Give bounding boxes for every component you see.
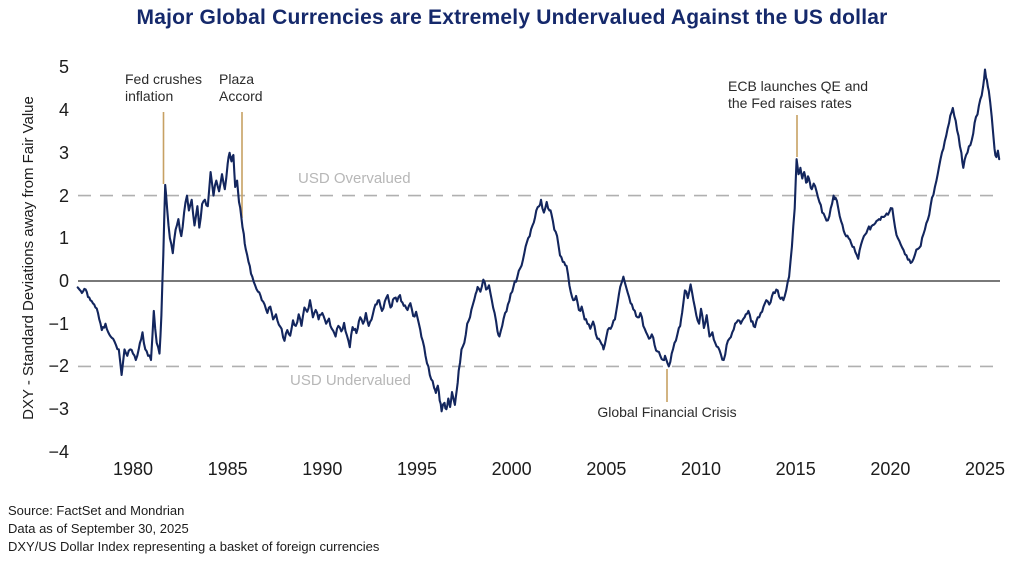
source-line: DXY/US Dollar Index representing a baske… (8, 539, 380, 554)
annotation-ecb-qe: ECB launches QE and the Fed raises rates (728, 78, 868, 112)
annotation-text-line: inflation (125, 88, 174, 104)
dxy-line (76, 68, 1001, 413)
x-tick-label: 2015 (775, 459, 816, 479)
source-line: Source: FactSet and Mondrian (8, 503, 185, 518)
annotation-text-line: Accord (219, 88, 263, 104)
x-tick-label: 2020 (870, 459, 911, 479)
x-tick-label: 2010 (680, 459, 722, 479)
usd-undervalued-label: USD Undervalued (290, 372, 411, 389)
y-tick-label: −2 (48, 356, 69, 377)
y-tick-label: −3 (48, 399, 69, 420)
y-tick-label: −1 (48, 313, 69, 334)
x-tick-label: 2000 (491, 459, 532, 479)
x-tick-label: 1995 (396, 459, 438, 479)
y-tick-label: 2 (58, 185, 69, 206)
annotation-text-line: ECB launches QE and (728, 78, 869, 94)
annotation-global-financial-crisis: Global Financial Crisis (597, 404, 736, 421)
annotation-text-line: the Fed raises rates (728, 95, 852, 111)
x-tick-label: 2005 (586, 459, 627, 479)
x-tick-label: 1990 (302, 459, 343, 479)
x-tick-label: 2025 (964, 459, 1006, 479)
x-tick-label: 1980 (112, 459, 154, 479)
annotation-fed-crushes-inflation: Fed crushes inflation (125, 71, 202, 105)
y-tick-label: 1 (58, 228, 69, 249)
y-tick-label: −4 (48, 441, 69, 462)
y-tick-label: 5 (58, 57, 69, 78)
x-tick-label: 1985 (207, 459, 248, 479)
usd-overvalued-label: USD Overvalued (298, 170, 411, 187)
annotation-text-line: Global Financial Crisis (597, 404, 737, 420)
source-note: Source: FactSet and Mondrian Data as of … (8, 502, 379, 556)
annotation-text-line: Fed crushes (125, 71, 203, 87)
chart-title: Major Global Currencies are Extremely Un… (136, 6, 888, 29)
y-tick-label: 0 (58, 271, 69, 291)
y-tick-label: 4 (58, 100, 69, 121)
y-tick-label: 3 (58, 142, 69, 163)
annotation-plaza-accord: Plaza Accord (219, 71, 263, 105)
annotation-text-line: Plaza (219, 71, 255, 87)
source-line: Data as of September 30, 2025 (8, 521, 189, 536)
